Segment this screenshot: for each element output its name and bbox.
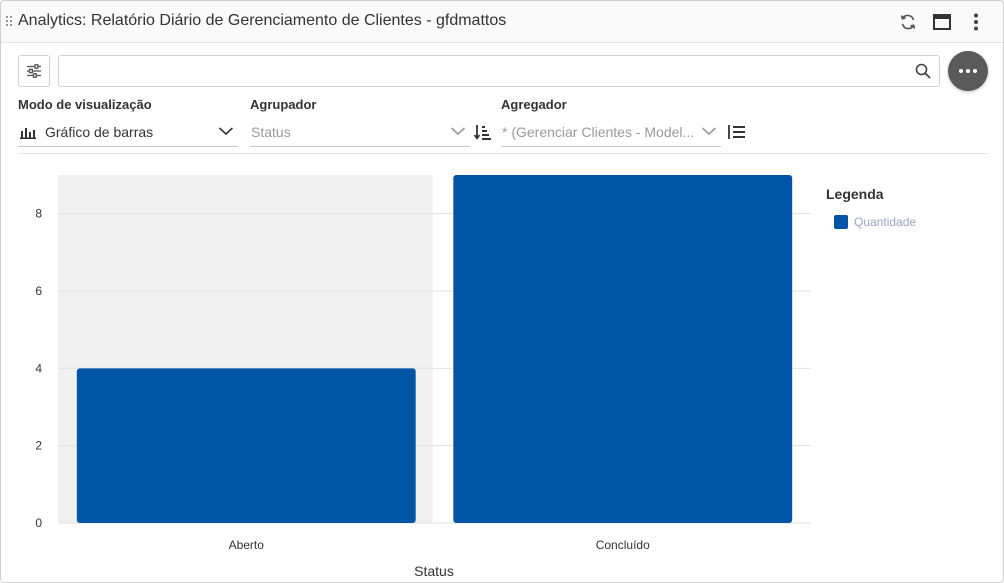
x-axis-title: Status — [414, 563, 454, 579]
search-input[interactable] — [67, 60, 907, 82]
legend-title: Legenda — [826, 186, 884, 202]
bar-concluído[interactable] — [453, 175, 793, 523]
view-mode-value: Gráfico de barras — [45, 124, 154, 140]
window-actions — [897, 11, 987, 33]
view-mode-select[interactable]: Gráfico de barras — [18, 119, 238, 147]
search-field[interactable] — [58, 55, 940, 87]
aggregator-value: * (Gerenciar Clientes - Model... — [502, 124, 695, 140]
sort-ascending-icon[interactable] — [473, 122, 493, 142]
more-options-button[interactable] — [948, 51, 988, 91]
view-mode-label: Modo de visualização — [18, 97, 152, 112]
aggregator-label: Agregador — [501, 97, 567, 112]
x-tick-label: Aberto — [229, 538, 265, 552]
filter-button[interactable] — [18, 55, 50, 87]
grouper-value: Status — [251, 124, 291, 140]
chevron-down-icon — [701, 127, 717, 136]
drag-handle-icon[interactable] — [6, 16, 14, 28]
legend-label: Quantidade — [854, 215, 917, 229]
sliders-icon — [27, 64, 41, 78]
legend-swatch — [834, 215, 848, 229]
window-title: Analytics: Relatório Diário de Gerenciam… — [18, 12, 507, 29]
chevron-down-icon — [218, 127, 234, 136]
y-tick-label: 8 — [35, 207, 42, 221]
grouper-label: Agrupador — [250, 97, 317, 112]
aggregator-select[interactable]: * (Gerenciar Clientes - Model... — [501, 119, 721, 147]
bar-chart: 0 2 4 6 8 Aberto Concluído Status — [35, 175, 811, 579]
search-icon[interactable] — [913, 61, 933, 81]
y-tick-label: 6 — [35, 284, 42, 298]
list-sort-icon[interactable] — [726, 122, 746, 142]
controls-divider — [18, 153, 988, 154]
y-tick-label: 4 — [35, 361, 42, 375]
grouper-select[interactable]: Status — [250, 119, 470, 147]
y-tick-label: 2 — [35, 439, 42, 453]
window-titlebar: Analytics: Relatório Diário de Gerenciam… — [1, 1, 1003, 43]
chevron-down-icon — [450, 127, 466, 136]
kebab-menu-icon[interactable] — [965, 11, 987, 33]
ellipsis-icon — [959, 69, 963, 73]
maximize-icon[interactable] — [931, 11, 953, 33]
refresh-icon[interactable] — [897, 11, 919, 33]
x-tick-label: Concluído — [596, 538, 650, 552]
bar-chart-icon — [20, 128, 36, 139]
legend-item-quantidade[interactable]: Quantidade — [834, 215, 916, 229]
y-tick-label: 0 — [35, 516, 42, 530]
bar-aberto[interactable] — [76, 368, 416, 523]
